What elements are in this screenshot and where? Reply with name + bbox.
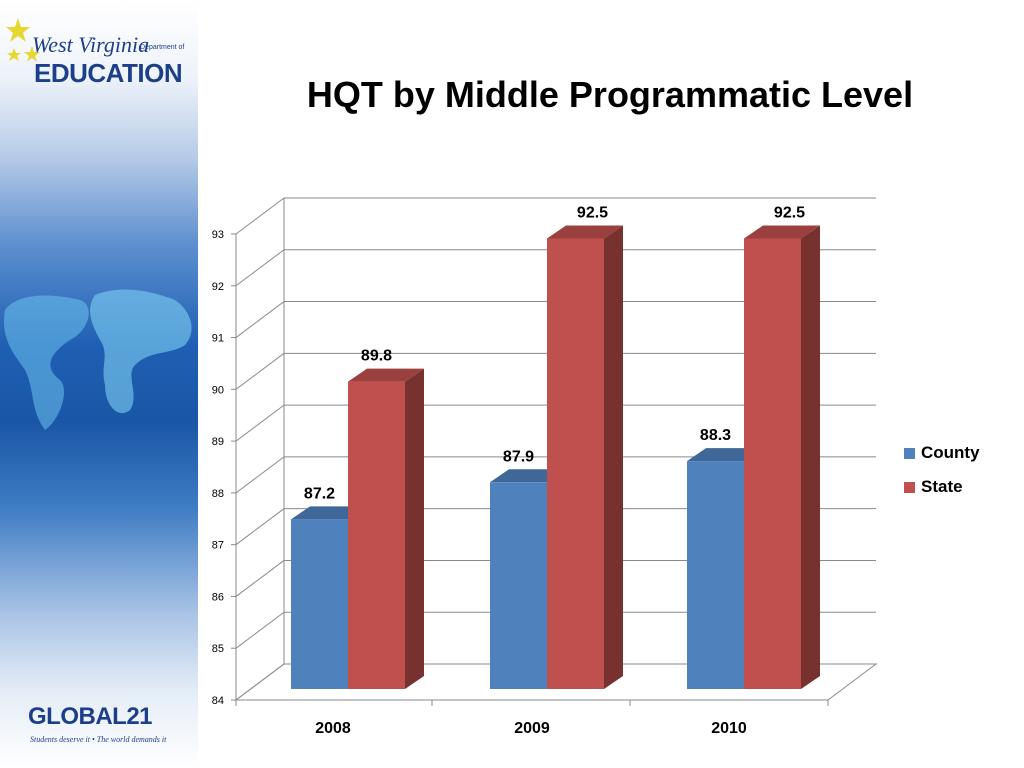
y-tick-label: 90 xyxy=(212,384,224,396)
wv-logo-dept: Department of xyxy=(140,44,185,51)
gridline-side xyxy=(235,663,285,701)
data-label-state-2010: 92.5 xyxy=(774,205,805,222)
y-tick-label: 85 xyxy=(212,643,224,655)
legend-label-state: State xyxy=(921,477,963,496)
global21-logo: GLOBAL21 Students deserve it • The world… xyxy=(28,703,198,753)
slide-title: HQT by Middle Programmatic Level xyxy=(306,74,914,115)
chart-legend: County State xyxy=(904,436,980,504)
y-tick-label: 91 xyxy=(212,333,224,345)
bar-county-2010 xyxy=(687,461,744,689)
gridline-side xyxy=(235,197,285,235)
bar-county-2009 xyxy=(490,482,547,689)
bar-top-state-2010 xyxy=(744,225,820,239)
bar-state-2008 xyxy=(348,381,405,689)
gridline-side xyxy=(235,611,285,649)
chart-labels: 84 85 86 87 88 89 90 91 92 93 87.2 89.8 2008 87.9 92.5… xyxy=(212,205,805,738)
bar-top-state-2009 xyxy=(547,225,623,239)
bar-side-state-2009 xyxy=(604,225,623,689)
data-label-county-2008: 87.2 xyxy=(304,485,335,502)
legend-label-county: County xyxy=(921,443,980,462)
gridline-side xyxy=(235,352,285,390)
y-tick-label: 87 xyxy=(212,540,224,552)
wv-logo-main: EDUCATION xyxy=(34,58,183,88)
bar-county-2008 xyxy=(291,519,348,689)
legend-swatch-county xyxy=(904,447,915,459)
y-tick-label: 93 xyxy=(212,229,224,241)
data-label-state-2009: 92.5 xyxy=(577,205,608,222)
x-tick-label-2010: 2010 xyxy=(711,720,747,737)
x-tick-label-2009: 2009 xyxy=(514,720,550,737)
y-tick-label: 89 xyxy=(212,436,224,448)
gridline-side xyxy=(235,301,285,338)
bar-top-state-2008 xyxy=(348,368,424,382)
y-tick-label: 92 xyxy=(212,281,224,293)
global21-logo-text: GLOBAL21 xyxy=(28,703,153,730)
sidebar-banner: West Virginia Department of EDUCATION GL… xyxy=(0,0,198,768)
y-tick-label: 86 xyxy=(212,591,224,603)
legend-swatch-state xyxy=(904,481,915,493)
bar-side-state-2010 xyxy=(801,225,820,689)
data-label-county-2010: 88.3 xyxy=(700,427,731,444)
data-label-state-2008: 89.8 xyxy=(361,348,392,365)
gridline-side xyxy=(235,249,285,287)
x-tick-label-2008: 2008 xyxy=(315,720,351,737)
gridline-side xyxy=(235,508,285,546)
wv-education-logo: West Virginia Department of EDUCATION xyxy=(4,12,194,88)
bar-side-state-2008 xyxy=(405,368,424,689)
world-map-graphic xyxy=(4,289,192,430)
y-tick-label: 84 xyxy=(212,695,224,707)
legend-item-county: County xyxy=(904,436,980,470)
gridline-side xyxy=(235,560,285,597)
chart-bars xyxy=(291,225,820,689)
bar-state-2010 xyxy=(744,238,801,689)
wv-logo-script: West Virginia xyxy=(32,32,150,57)
gridline-side xyxy=(235,404,285,442)
bar-state-2009 xyxy=(547,238,604,689)
global21-tagline: Students deserve it • The world demands … xyxy=(30,735,167,744)
gridline-side xyxy=(235,456,285,494)
star-icon xyxy=(6,18,40,62)
data-label-county-2009: 87.9 xyxy=(503,448,534,465)
legend-item-state: State xyxy=(904,470,980,504)
y-tick-label: 88 xyxy=(212,488,224,500)
